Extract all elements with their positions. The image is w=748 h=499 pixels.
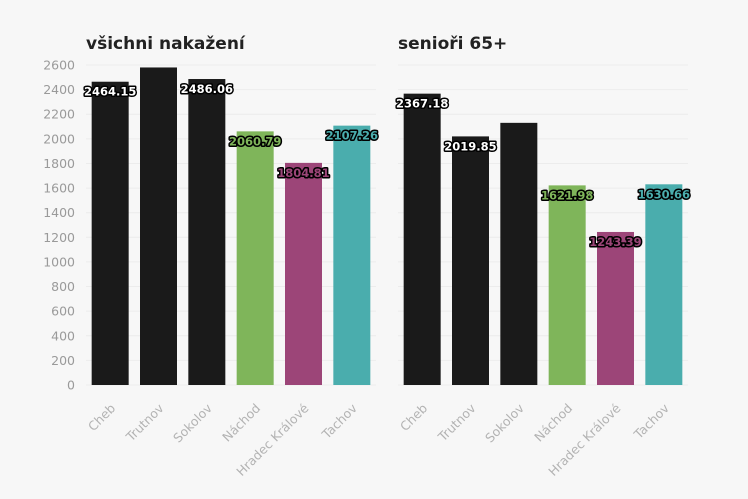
chart-title: senioři 65+ [398, 34, 507, 54]
x-tick-label: Tachov [630, 400, 672, 442]
x-tick-label: Náchod [531, 401, 575, 445]
x-tick-label: Sokolov [482, 400, 527, 445]
bar-trutnov [452, 136, 489, 385]
bar-cheb [91, 81, 129, 385]
value-label: 2486.06 [181, 82, 233, 96]
y-tick-label: 400 [51, 328, 75, 343]
bar-hradec-kr-lov [285, 162, 322, 385]
y-tick-label: 1000 [43, 254, 75, 269]
bar-n-chod [548, 185, 586, 385]
value-label: 2060.79 [229, 134, 281, 148]
bar-sokolov [188, 79, 226, 386]
value-label: 1621.98 [541, 188, 593, 202]
x-tick-label: Náchod [219, 401, 263, 445]
bar-trutnov [140, 67, 177, 385]
y-tick-label: 2400 [43, 82, 75, 97]
chart-title: všichni nakažení [86, 34, 246, 54]
value-label: 2464.15 [84, 85, 136, 99]
y-tick-label: 2600 [43, 58, 75, 73]
x-tick-label: Trutnov [122, 400, 167, 445]
y-tick-label: 1200 [43, 230, 75, 245]
value-label: 1630.66 [638, 187, 690, 201]
value-label: 2107.26 [326, 129, 378, 143]
y-tick-label: 1400 [43, 205, 75, 220]
bar-sokolov [500, 122, 538, 385]
x-tick-label: Trutnov [434, 400, 479, 445]
bar-cheb [403, 93, 441, 385]
x-tick-label: Cheb [397, 400, 430, 433]
x-tick-label: Cheb [85, 400, 118, 433]
value-label: 2019.85 [444, 139, 496, 153]
bar-n-chod [236, 131, 274, 385]
y-tick-label: 2000 [43, 131, 75, 146]
value-label: 1243.39 [589, 235, 641, 249]
bar-tachov [333, 125, 371, 385]
y-tick-label: 600 [51, 304, 75, 319]
y-tick-label: 1800 [43, 156, 75, 171]
y-tick-label: 200 [51, 353, 75, 368]
x-tick-label: Sokolov [170, 400, 215, 445]
y-tick-label: 2200 [43, 107, 75, 122]
value-label: 2367.18 [396, 97, 448, 111]
chart-panel-1: všichni nakažení 0 200 400 600 800 1000 1200 140… [43, 34, 379, 479]
y-tick-label: 800 [51, 279, 75, 294]
y-tick-label: 0 [67, 378, 75, 393]
bar-tachov [645, 184, 683, 385]
bar-hradec-kr-lov [597, 231, 634, 385]
chart-panel-2: senioři 65+ 2367.18 Cheb 2019.85 Trutnov Soko… [394, 34, 691, 479]
y-tick-label: 1600 [43, 181, 75, 196]
x-tick-label: Tachov [318, 400, 360, 442]
value-label: 1804.81 [277, 166, 329, 180]
